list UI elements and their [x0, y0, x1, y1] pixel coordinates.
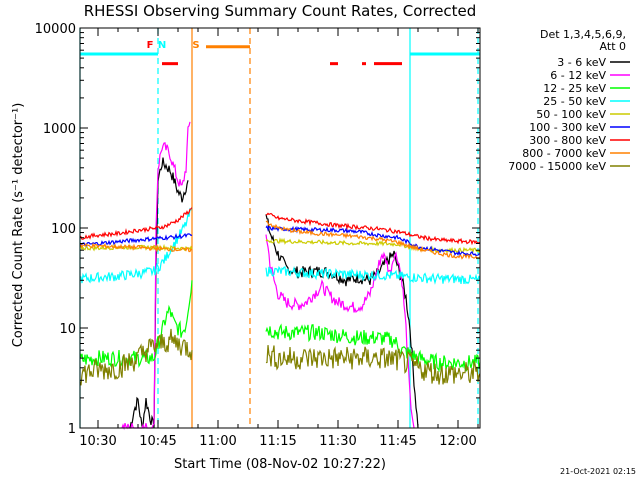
footer-timestamp: 21-Oct-2021 02:15	[560, 467, 636, 476]
y-tick-label-1: 10	[59, 322, 76, 337]
legend-label-8: 7000 - 15000 keV	[508, 160, 606, 173]
series-line-5-segment-0	[79, 232, 193, 247]
x-tick-label-4: 11:30	[319, 434, 356, 449]
x-tick-label-6: 12:00	[439, 434, 476, 449]
series-line-0-segment-0	[129, 157, 189, 429]
legend-header-1: Att 0	[600, 40, 626, 53]
legend-label-2: 12 - 25 keV	[543, 82, 606, 95]
x-axis-label: Start Time (08-Nov-02 10:27:22)	[174, 457, 386, 472]
legend-label-3: 25 - 50 keV	[543, 95, 606, 108]
series-line-8-segment-1	[265, 345, 481, 385]
series-line-4-segment-0	[79, 243, 193, 252]
series-line-3-segment-1	[265, 265, 481, 285]
legend-header-0: Det 1,3,4,5,6,9,	[540, 28, 626, 41]
y-tick-label-3: 1000	[43, 122, 76, 137]
series-line-6-segment-1	[265, 212, 481, 246]
chart-title: RHESSI Observing Summary Count Rates, Co…	[84, 2, 477, 20]
x-tick-label-5: 11:45	[379, 434, 416, 449]
legend-label-0: 3 - 6 keV	[557, 56, 606, 69]
x-tick-label-0: 10:30	[79, 434, 116, 449]
series-line-8-segment-0	[79, 328, 193, 386]
flag-letter-s: S	[192, 40, 199, 51]
x-tick-label-3: 11:15	[259, 434, 296, 449]
flag-letter-n: N	[158, 40, 166, 51]
series-line-2-segment-1	[265, 323, 481, 373]
series-line-1-segment-1	[265, 234, 415, 429]
legend-label-4: 50 - 100 keV	[536, 108, 606, 121]
series-line-0-segment-1	[265, 214, 419, 429]
flag-letter-f: F	[147, 40, 154, 51]
x-tick-label-2: 11:00	[199, 434, 236, 449]
series-line-3-segment-0	[79, 207, 193, 284]
y-axis-label: Corrected Count Rate (s⁻¹ detector⁻¹)	[11, 103, 26, 348]
legend-label-6: 300 - 800 keV	[529, 134, 606, 147]
legend-label-1: 6 - 12 keV	[550, 69, 606, 82]
series-line-7-segment-0	[79, 242, 193, 253]
series-line-7-segment-1	[265, 220, 481, 260]
x-tick-label-1: 10:45	[139, 434, 176, 449]
series-line-2-segment-0	[79, 280, 193, 368]
y-tick-label-0: 1	[68, 422, 76, 437]
legend-label-5: 100 - 300 keV	[529, 121, 606, 134]
y-tick-label-4: 10000	[35, 22, 76, 37]
y-tick-label-2: 100	[51, 222, 76, 237]
series-line-6-segment-0	[79, 207, 193, 240]
plot-area: NF S 1 10 100 1000 10000 10:30 10:45 11:00 11:15 11…	[35, 22, 481, 449]
legend-label-7: 800 - 7000 keV	[522, 147, 606, 160]
